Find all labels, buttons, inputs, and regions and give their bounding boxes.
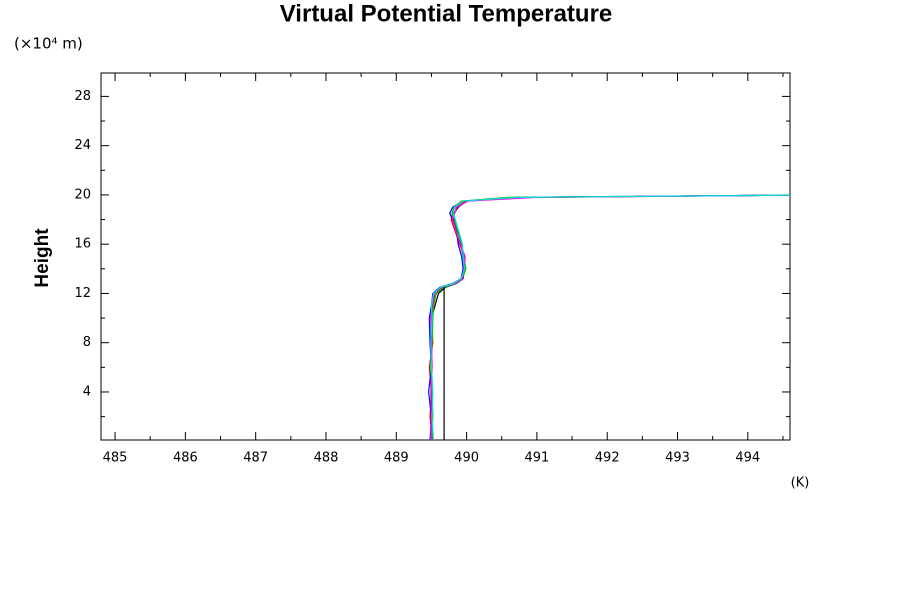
y-axis-label: Height — [32, 228, 53, 288]
x-tick-label: 489 — [384, 451, 409, 466]
y-tick-label: 20 — [74, 187, 91, 202]
x-tick-label: 494 — [735, 451, 760, 466]
x-tick-label: 490 — [454, 451, 479, 466]
profile-line — [430, 194, 790, 440]
x-tick-label: 486 — [173, 451, 198, 466]
x-tick-label: 487 — [243, 451, 268, 466]
y-tick-label: 16 — [74, 237, 91, 252]
plot-frame — [100, 72, 791, 441]
y-unit: (×10⁴ m) — [14, 35, 83, 53]
x-tick-label: 485 — [103, 451, 128, 466]
x-tick-label: 492 — [595, 451, 620, 466]
y-tick-label: 12 — [74, 286, 91, 301]
x-tick-label: 488 — [314, 451, 339, 466]
plot-area — [428, 194, 790, 440]
y-tick-label: 28 — [74, 89, 91, 104]
y-tick-label: 8 — [83, 335, 91, 350]
profile-line — [430, 194, 790, 440]
y-tick-label: 4 — [83, 384, 91, 399]
x-unit: (K) — [791, 476, 810, 491]
x-tick-label: 493 — [665, 451, 690, 466]
x-tick-label: 491 — [524, 451, 549, 466]
chart-title: Virtual Potential Temperature — [280, 0, 613, 27]
y-tick-label: 24 — [74, 138, 91, 153]
